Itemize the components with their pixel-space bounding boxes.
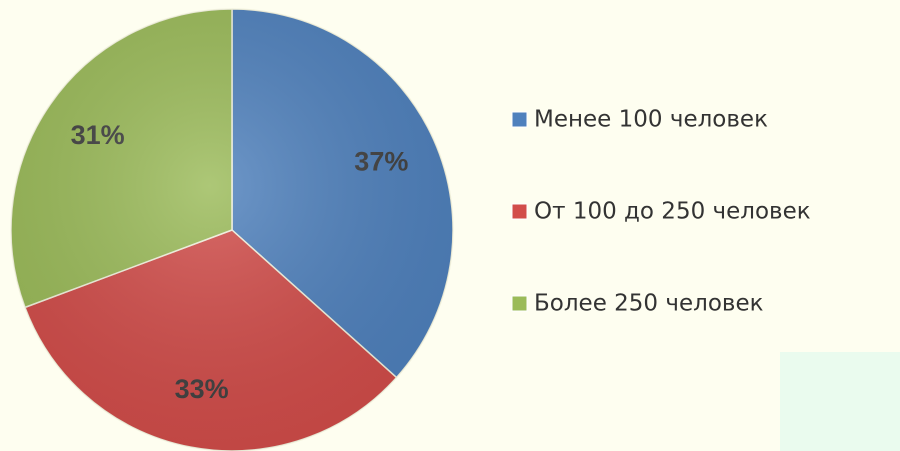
data-label: 33%	[175, 374, 229, 404]
legend-label: Менее 100 человек	[534, 107, 768, 133]
data-label: 31%	[71, 120, 125, 150]
legend-label: От 100 до 250 человек	[534, 199, 811, 225]
background-panel	[780, 352, 900, 451]
legend-swatch	[511, 111, 528, 128]
legend-swatch	[511, 203, 528, 220]
data-label: 37%	[354, 146, 408, 176]
legend-label: Более 250 человек	[534, 291, 764, 317]
legend-swatch	[511, 295, 528, 312]
